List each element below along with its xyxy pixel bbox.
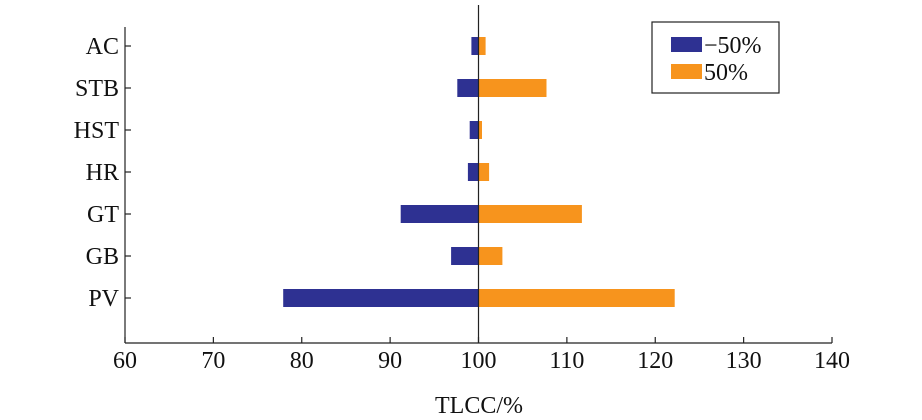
bar-gb-series-2 [478, 247, 503, 265]
x-axis-title: TLCC/% [435, 393, 523, 419]
x-tick-label-110: 110 [549, 348, 584, 374]
legend-swatch-2 [671, 64, 702, 79]
category-label-stb: STB [75, 76, 119, 102]
x-tick-label-100: 100 [461, 348, 497, 374]
x-tick-label-80: 80 [290, 348, 314, 374]
x-tick-label-140: 140 [814, 348, 850, 374]
bar-hst-series-1 [469, 121, 479, 139]
x-tick-label-70: 70 [201, 348, 225, 374]
x-tick-label-90: 90 [378, 348, 402, 374]
legend-box [651, 21, 780, 94]
legend-swatch-1 [671, 37, 702, 52]
bar-gb-series-1 [451, 247, 479, 265]
bar-pv-series-2 [478, 289, 675, 307]
axes-layer: AC STB HST HR GT GB PV 60 70 80 90 100 110 120 130 140 [74, 5, 850, 374]
bar-stb-series-2 [478, 79, 547, 97]
category-label-gb: GB [86, 244, 119, 270]
category-label-gt: GT [87, 202, 119, 228]
x-tick-label-60: 60 [113, 348, 137, 374]
bar-ac-series-1 [471, 37, 479, 55]
legend-label-2: 50% [704, 60, 748, 86]
category-label-pv: PV [88, 286, 119, 312]
category-label-hst: HST [74, 118, 120, 144]
bars-layer [283, 37, 675, 307]
bar-ac-series-2 [478, 37, 486, 55]
bar-gt-series-2 [478, 205, 582, 223]
x-tick-label-120: 120 [637, 348, 673, 374]
bar-hst-series-2 [478, 121, 482, 139]
bar-gt-series-1 [400, 205, 479, 223]
bar-pv-series-1 [283, 289, 479, 307]
category-label-ac: AC [86, 34, 119, 60]
x-tick-label-130: 130 [726, 348, 762, 374]
bar-hr-series-2 [478, 163, 490, 181]
bar-stb-series-1 [457, 79, 479, 97]
category-label-hr: HR [86, 160, 119, 186]
legend: −50%50% [651, 21, 780, 94]
bar-hr-series-1 [467, 163, 479, 181]
legend-label-1: −50% [704, 33, 762, 59]
